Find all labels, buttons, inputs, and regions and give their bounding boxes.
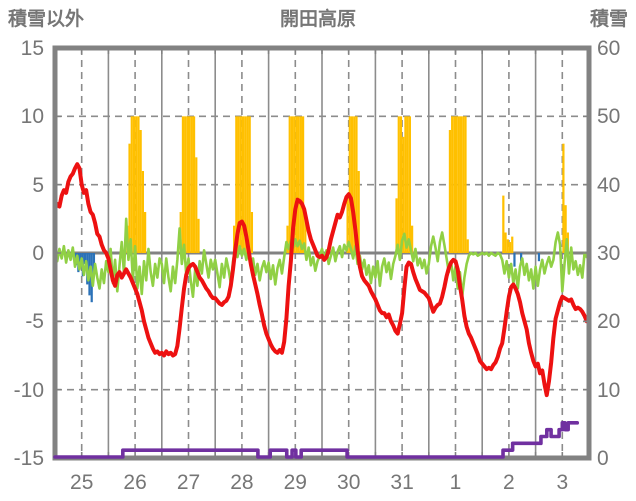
y-left-tick: 15 <box>21 37 44 60</box>
x-tick: 2 <box>503 471 515 494</box>
y-right-tick: 10 <box>597 379 620 402</box>
left-axis-title: 積雪以外 <box>8 9 85 30</box>
right-axis-title: 積雪 <box>589 9 628 30</box>
y-right-tick: 60 <box>597 37 620 60</box>
x-tick: 29 <box>284 471 307 494</box>
y-right-tick: 40 <box>597 174 620 197</box>
page-title: 開田高原 <box>279 9 356 30</box>
y-right-tick: 30 <box>597 242 620 265</box>
x-tick: 27 <box>177 471 200 494</box>
y-left-tick: -15 <box>14 447 44 470</box>
x-tick: 1 <box>450 471 462 494</box>
x-tick: 30 <box>337 471 360 494</box>
y-left-tick: 0 <box>32 242 44 265</box>
y-right-tick: 50 <box>597 105 620 128</box>
x-tick: 3 <box>556 471 568 494</box>
snow-depth-line <box>53 421 580 459</box>
x-tick: 25 <box>70 471 93 494</box>
axis-tick-labels: 15 10 5 0 -5 -10 -15 60 50 40 30 20 10 0… <box>14 37 621 494</box>
y-left-tick: -5 <box>25 310 44 333</box>
y-right-tick: 20 <box>597 310 620 333</box>
x-tick: 28 <box>230 471 253 494</box>
x-tick: 31 <box>390 471 413 494</box>
x-tick: 26 <box>123 471 146 494</box>
y-left-tick: 10 <box>21 105 44 128</box>
y-left-tick: 5 <box>32 174 44 197</box>
y-right-tick: 0 <box>597 447 609 470</box>
y-left-tick: -10 <box>14 379 44 402</box>
data-series <box>55 116 589 398</box>
